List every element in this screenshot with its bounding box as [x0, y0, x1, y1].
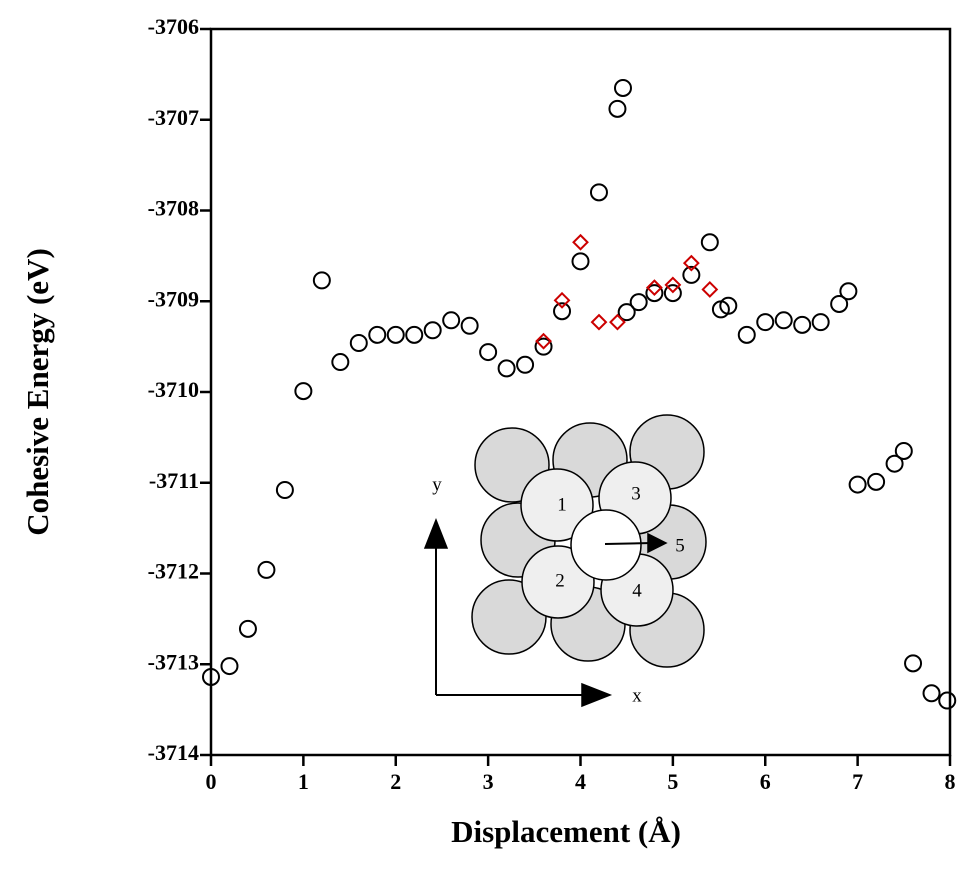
circle-point [497, 359, 516, 378]
circle-point [904, 654, 923, 673]
y-tick-label: -3710 [148, 377, 199, 402]
atom-label: 5 [675, 535, 685, 556]
circle-point [238, 619, 257, 638]
x-tick-label: 3 [483, 769, 494, 794]
y-tick-label: -3714 [148, 740, 199, 765]
x-tick-label: 4 [575, 769, 586, 794]
circle-point [700, 233, 719, 252]
circle-point [331, 353, 350, 372]
circle-point [848, 475, 867, 494]
circle-point [811, 313, 830, 332]
atom [570, 509, 642, 581]
circle-point [756, 313, 775, 332]
circle-point [589, 183, 608, 202]
circle-point [682, 265, 701, 284]
circle-point [663, 284, 682, 303]
circle-point [839, 282, 858, 301]
x-tick-label: 2 [390, 769, 401, 794]
circle-point [479, 343, 498, 362]
circle-point [793, 315, 812, 334]
y-tick-label: -3707 [148, 105, 199, 130]
circle-point [608, 99, 627, 118]
circle-point [553, 302, 572, 321]
diamond-point [553, 291, 571, 309]
circle-point [442, 311, 461, 330]
circle-point [629, 293, 648, 312]
circle-point [830, 294, 849, 313]
y-tick-label: -3711 [149, 468, 199, 493]
atom-label: 2 [555, 570, 565, 591]
diamond-point [664, 276, 682, 294]
inset-labels: 1 2 3 4 5 x y [432, 474, 685, 706]
x-tick-label: 8 [945, 769, 956, 794]
circle-point [894, 441, 913, 460]
x-tick-label: 7 [852, 769, 863, 794]
y-tick-label: -3706 [148, 14, 199, 39]
circle-point [368, 325, 387, 344]
circle-point [571, 252, 590, 271]
x-tick-label: 0 [206, 769, 217, 794]
circle-point [737, 325, 756, 344]
circle-point [275, 481, 294, 500]
circle-point [617, 303, 636, 322]
arrow [604, 542, 653, 545]
inset-axis-label: x [632, 685, 642, 706]
y-axis-title: Cohesive Energy (eV) [20, 248, 55, 536]
inset-axis-label: y [432, 474, 442, 495]
circle-point [460, 316, 479, 335]
diamond-point [645, 279, 663, 297]
x-tick-label: 1 [298, 769, 309, 794]
inset [423, 414, 707, 708]
diamond-point [609, 313, 626, 331]
circle-point [220, 657, 239, 676]
arrow-head [581, 682, 613, 708]
arrow-head [423, 517, 449, 549]
circle-point [423, 321, 442, 340]
x-tick-label: 6 [760, 769, 771, 794]
atom-label: 3 [631, 483, 641, 504]
diamond-point [572, 233, 589, 251]
circle-point [534, 337, 553, 356]
diamond-point [682, 254, 700, 272]
circle-point [613, 78, 632, 97]
y-tick-label: -3708 [148, 196, 199, 221]
diamond-point [535, 332, 552, 350]
diamond-point [590, 313, 608, 331]
circle-point [516, 355, 535, 374]
atom [520, 468, 594, 542]
circle-point [257, 560, 276, 579]
y-tick-label: -3709 [148, 286, 199, 311]
circle-point [867, 472, 886, 491]
x-axis-title: Displacement (Å) [451, 814, 681, 849]
circle-point [885, 454, 904, 473]
circle-point [386, 325, 405, 344]
circle-point [938, 691, 957, 710]
circle-point [349, 333, 368, 352]
circle-point [202, 667, 220, 686]
circle-point [312, 271, 331, 290]
circle-point [294, 382, 313, 401]
circle-point [922, 684, 941, 703]
circle-point [774, 311, 793, 330]
circle-point [719, 296, 738, 315]
arrow-head [647, 532, 668, 554]
circle-point [645, 284, 664, 303]
diamond-point [701, 281, 719, 298]
atom-label: 4 [632, 580, 642, 601]
y-tick-label: -3712 [148, 559, 199, 584]
atom-label: 1 [557, 494, 567, 515]
y-tick-label: -3713 [148, 649, 199, 674]
x-tick-label: 5 [667, 769, 678, 794]
circle-point [405, 325, 424, 344]
